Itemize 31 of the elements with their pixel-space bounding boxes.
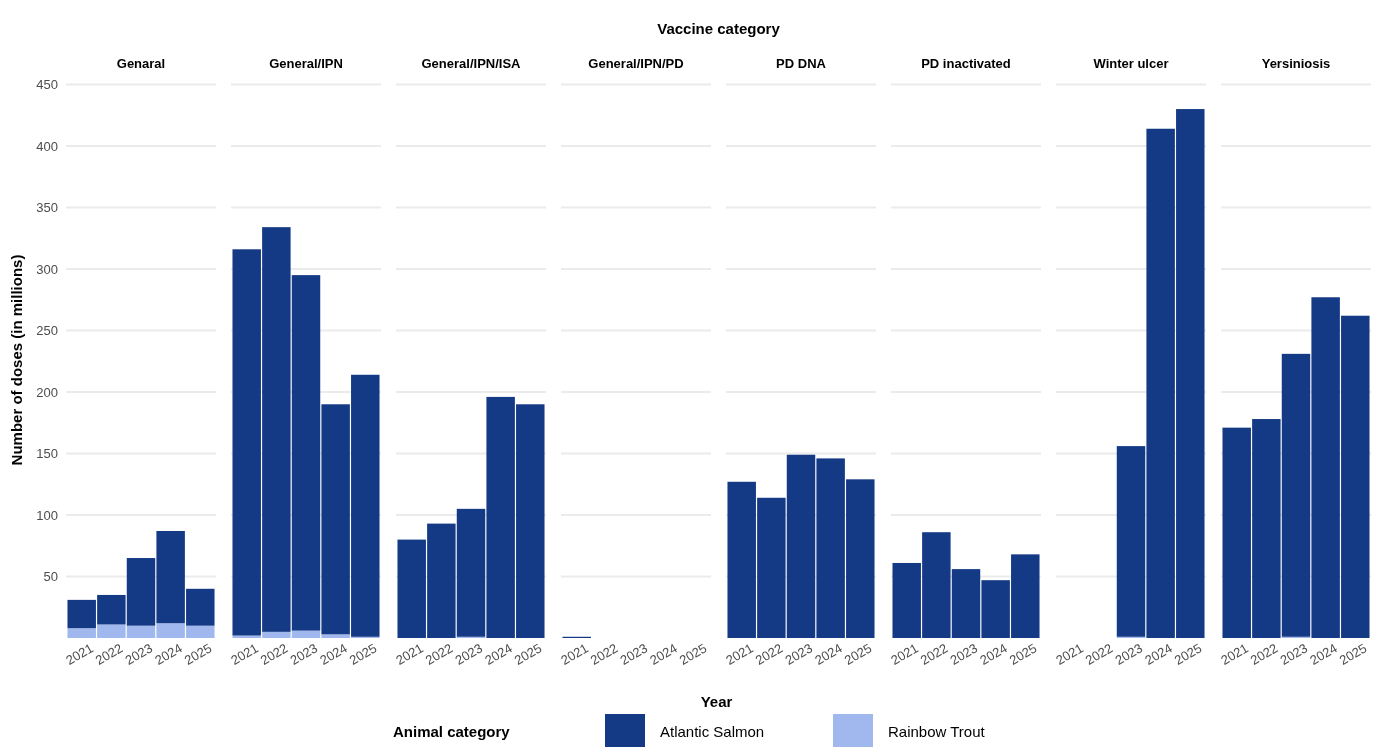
x-tick-label: 2021 (558, 640, 591, 668)
x-tick-label: 2021 (1218, 640, 1251, 668)
chart-title: Genaral (116, 56, 166, 71)
x-tick-label: 2021 (1053, 640, 1086, 668)
x-tick-label: 2021 (228, 640, 261, 668)
y-tick-label: 350 (36, 200, 58, 216)
x-axis-title: Year (700, 693, 733, 710)
y-tick-label: 100 (36, 507, 58, 523)
legend-title: Animal category (393, 723, 511, 740)
chart-title: Winter ulcer (1093, 56, 1169, 71)
chart-title: General/IPN/ISA (421, 56, 522, 71)
legend-label: Rainbow Trout (888, 723, 986, 740)
y-tick-label: 50 (43, 569, 58, 585)
x-tick-label: 2021 (63, 640, 96, 668)
text: Vaccine category (657, 20, 781, 37)
x-tick-label: 2021 (393, 640, 426, 668)
y-tick-label: 200 (36, 384, 58, 400)
y-axis-title: Number of doses (in millions) (8, 254, 25, 466)
x-tick-label: 2021 (723, 640, 756, 668)
y-tick-label: 300 (36, 261, 58, 277)
chart-title: PD DNA (776, 56, 827, 71)
y-tick-label: 400 (36, 138, 58, 154)
chart-title: Yersiniosis (1261, 56, 1331, 71)
y-tick-label: 150 (36, 446, 58, 462)
chart-title: General/IPN/PD (588, 56, 684, 71)
legend-label: Atlantic Salmon (660, 723, 765, 740)
chart-title: General/IPN (269, 56, 343, 71)
chart-title: PD inactivated (921, 56, 1011, 71)
x-tick-label: 2021 (888, 640, 921, 668)
y-tick-label: 450 (36, 77, 58, 93)
y-tick-label: 250 (36, 323, 58, 339)
